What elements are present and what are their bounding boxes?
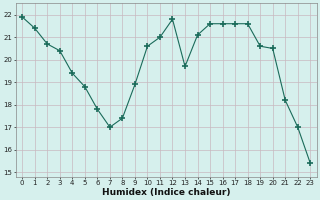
X-axis label: Humidex (Indice chaleur): Humidex (Indice chaleur) — [102, 188, 230, 197]
